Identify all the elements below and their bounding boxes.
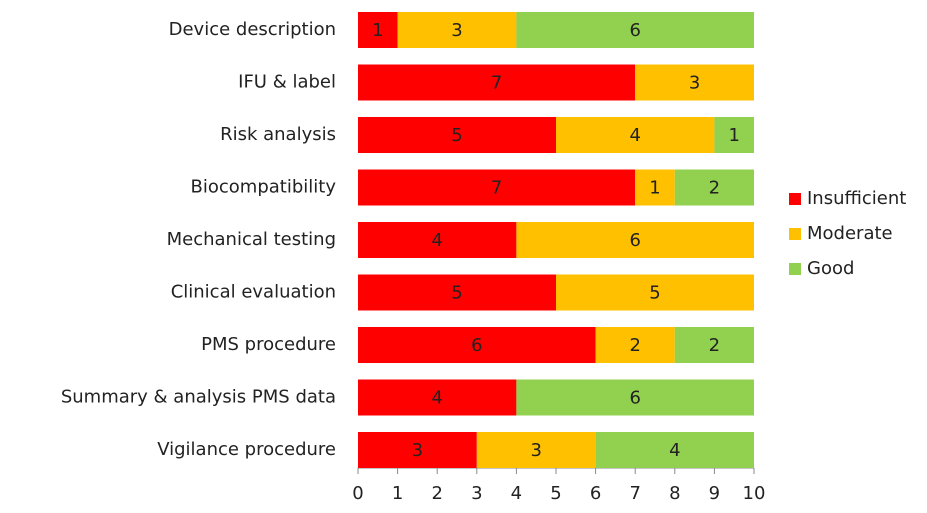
- y-tick-label: Vigilance procedure: [157, 439, 336, 460]
- bar-segment: [476, 432, 596, 468]
- data-label: 1: [372, 20, 383, 41]
- x-tick-label: 10: [743, 483, 766, 504]
- x-tick-label: 4: [511, 483, 522, 504]
- bar-segment: [358, 12, 398, 48]
- bar-segment: [674, 327, 754, 363]
- bar-segment: [358, 169, 636, 206]
- legend-label: Good: [807, 258, 854, 279]
- data-label: 2: [629, 335, 640, 356]
- x-tick-label: 9: [709, 483, 720, 504]
- data-label: 5: [451, 283, 462, 304]
- bar-segment: [516, 379, 754, 416]
- data-label: 2: [709, 178, 720, 199]
- x-tick-label: 1: [392, 483, 403, 504]
- data-label: 1: [649, 178, 660, 199]
- bar-segment: [556, 117, 715, 153]
- y-tick-label: Clinical evaluation: [171, 282, 336, 303]
- bar-segment: [635, 169, 675, 206]
- data-label: 6: [629, 20, 640, 41]
- bar-segment: [556, 274, 754, 311]
- data-label: 3: [530, 440, 541, 461]
- y-tick-label: Summary & analysis PMS data: [61, 387, 336, 408]
- bar-segment: [674, 169, 754, 206]
- bar-segment: [358, 432, 477, 468]
- bar-segment: [516, 12, 754, 48]
- bar-segment: [714, 117, 754, 153]
- bar-segment: [358, 64, 636, 101]
- bar-segment: [358, 222, 517, 258]
- data-label: 1: [728, 125, 739, 146]
- legend-label: Moderate: [807, 223, 893, 244]
- data-label: 5: [649, 283, 660, 304]
- bar-segment: [595, 327, 675, 363]
- data-label: 4: [431, 230, 442, 251]
- x-tick-label: 0: [352, 483, 363, 504]
- x-tick-label: 5: [550, 483, 561, 504]
- x-tick-label: 6: [590, 483, 601, 504]
- x-tick-label: 7: [629, 483, 640, 504]
- data-label: 5: [451, 125, 462, 146]
- y-tick-label: Mechanical testing: [167, 229, 336, 250]
- bar-segment: [595, 432, 754, 468]
- bar-segment: [358, 117, 556, 153]
- legend-label: Insufficient: [807, 188, 906, 209]
- data-label: 3: [689, 73, 700, 94]
- y-tick-label: Biocompatibility: [191, 177, 337, 198]
- x-tick-label: 8: [669, 483, 680, 504]
- data-label: 4: [629, 125, 640, 146]
- data-label: 6: [629, 230, 640, 251]
- data-label: 4: [431, 388, 442, 409]
- bar-segment: [635, 64, 754, 101]
- data-label: 6: [629, 388, 640, 409]
- bar-segment: [358, 327, 596, 363]
- data-label: 3: [412, 440, 423, 461]
- data-label: 6: [471, 335, 482, 356]
- data-label: 7: [491, 73, 502, 94]
- bar-segment: [358, 379, 517, 416]
- data-label: 3: [451, 20, 462, 41]
- legend-swatch: [789, 228, 801, 240]
- y-tick-label: IFU & label: [238, 72, 336, 93]
- y-tick-label: Device description: [169, 19, 336, 40]
- bar-segment: [358, 274, 556, 311]
- data-label: 7: [491, 178, 502, 199]
- y-tick-label: Risk analysis: [220, 124, 336, 145]
- bar-segment: [397, 12, 517, 48]
- legend-swatch: [789, 263, 801, 275]
- bar-segment: [516, 222, 754, 258]
- data-label: 2: [709, 335, 720, 356]
- data-label: 4: [669, 440, 680, 461]
- x-tick-label: 2: [431, 483, 442, 504]
- legend-swatch: [789, 193, 801, 205]
- y-tick-label: PMS procedure: [201, 334, 336, 355]
- x-tick-label: 3: [471, 483, 482, 504]
